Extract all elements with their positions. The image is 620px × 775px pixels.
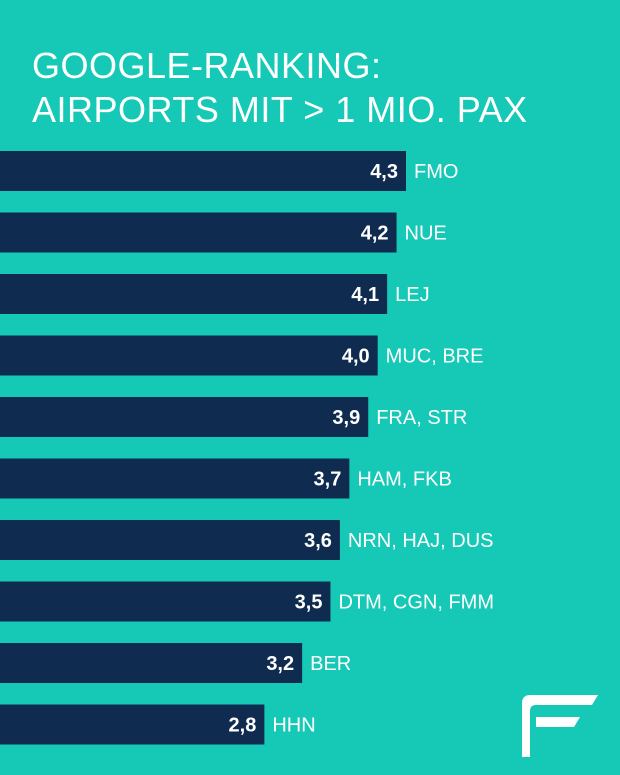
bar-value-label-9: 3,2 <box>266 653 294 675</box>
bar-category-label-8: DTM, CGN, FMM <box>338 592 494 614</box>
chart-title-line-1: GOOGLE-RANKING: <box>32 45 382 86</box>
bar-10 <box>0 704 265 745</box>
bar-value-label-7: 3,6 <box>304 530 332 552</box>
bar-5 <box>0 397 369 437</box>
bar-8 <box>0 581 331 622</box>
bar-value-label-4: 4,0 <box>342 346 370 368</box>
bar-value-label-5: 3,9 <box>332 407 360 429</box>
bar-2 <box>0 212 397 253</box>
chart-title: GOOGLE-RANKING: AIRPORTS MIT > 1 MIO. PA… <box>32 44 528 132</box>
bar-7 <box>0 520 340 560</box>
bar-9 <box>0 643 303 683</box>
bar-category-label-5: FRA, STR <box>376 407 467 429</box>
bar-category-label-7: NRN, HAJ, DUS <box>348 530 494 552</box>
bar-category-label-10: HHN <box>272 715 315 737</box>
bar-category-label-1: FMO <box>414 161 458 183</box>
bar-category-label-6: HAM, FKB <box>357 469 451 491</box>
bar-value-label-3: 4,1 <box>351 284 379 306</box>
bar-category-label-3: LEJ <box>395 284 429 306</box>
bar-value-label-2: 4,2 <box>361 223 389 245</box>
bar-value-label-1: 4,3 <box>370 161 398 183</box>
bar-6 <box>0 458 350 499</box>
bar-3 <box>0 274 388 314</box>
stylized-F-logo-icon <box>522 695 598 757</box>
bar-value-label-8: 3,5 <box>295 592 323 614</box>
bar-category-label-9: BER <box>310 653 351 675</box>
bar-1 <box>0 151 406 191</box>
bar-4 <box>0 335 378 376</box>
chart-title-line-2: AIRPORTS MIT > 1 MIO. PAX <box>32 89 528 130</box>
bar-value-label-6: 3,7 <box>314 469 342 491</box>
bar-category-label-4: MUC, BRE <box>386 346 484 368</box>
bar-category-label-2: NUE <box>405 223 447 245</box>
bar-value-label-10: 2,8 <box>229 715 257 737</box>
